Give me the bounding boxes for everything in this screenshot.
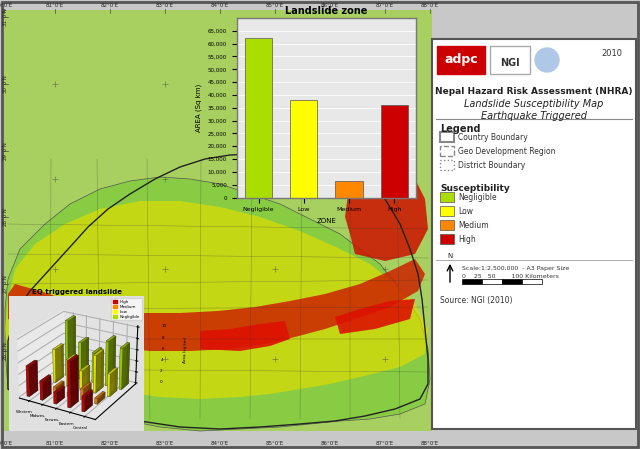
X-axis label: ZONE: ZONE <box>316 218 337 224</box>
Bar <box>381 105 408 198</box>
Polygon shape <box>335 299 415 334</box>
Title: EQ triggered landslide: EQ triggered landslide <box>32 289 122 295</box>
Text: 26°0'N: 26°0'N <box>3 342 8 361</box>
Polygon shape <box>5 201 428 399</box>
Text: 83°0'E: 83°0'E <box>156 441 174 446</box>
Text: 84°0'E: 84°0'E <box>211 441 229 446</box>
Text: N: N <box>447 253 452 259</box>
FancyBboxPatch shape <box>440 220 454 230</box>
Y-axis label: AREA (Sq km): AREA (Sq km) <box>196 84 202 132</box>
Text: 81°0'E: 81°0'E <box>46 441 64 446</box>
Circle shape <box>535 48 559 72</box>
Text: Medium: Medium <box>458 220 488 229</box>
Polygon shape <box>345 167 428 261</box>
FancyBboxPatch shape <box>502 279 522 284</box>
Text: Landslide Susceptibility Map: Landslide Susceptibility Map <box>464 99 604 109</box>
Legend: High, Medium, Low, Negligible: High, Medium, Low, Negligible <box>111 299 142 320</box>
Polygon shape <box>200 321 290 351</box>
Polygon shape <box>15 317 100 344</box>
FancyBboxPatch shape <box>482 279 502 284</box>
Text: District Boundary: District Boundary <box>458 160 525 170</box>
Text: 29°0'N: 29°0'N <box>3 141 8 160</box>
Text: Low: Low <box>458 207 473 216</box>
Text: 84°0'E: 84°0'E <box>211 3 229 8</box>
FancyBboxPatch shape <box>440 132 454 142</box>
Text: 31°0'N: 31°0'N <box>3 8 8 26</box>
Text: Nepal Hazard Risk Assessment (NHRA): Nepal Hazard Risk Assessment (NHRA) <box>435 87 633 96</box>
Text: NGI: NGI <box>500 58 520 68</box>
Text: 0    25   50        100 Kilometers: 0 25 50 100 Kilometers <box>462 274 559 279</box>
Text: 28°0'N: 28°0'N <box>3 207 8 226</box>
Text: Scale:1:2,500,000  - A3 Paper Size: Scale:1:2,500,000 - A3 Paper Size <box>462 266 569 271</box>
Text: 82°0'E: 82°0'E <box>101 3 119 8</box>
Text: 86°0'E: 86°0'E <box>321 441 339 446</box>
Text: 2010: 2010 <box>601 49 622 58</box>
Text: adpc: adpc <box>444 53 478 66</box>
Text: Susceptibility: Susceptibility <box>440 184 509 193</box>
Text: Negligible: Negligible <box>458 193 497 202</box>
Text: 80°0'E: 80°0'E <box>0 3 13 8</box>
Text: 86°0'E: 86°0'E <box>321 3 339 8</box>
FancyBboxPatch shape <box>522 279 542 284</box>
FancyBboxPatch shape <box>490 46 530 74</box>
Text: 87°0'E: 87°0'E <box>376 3 394 8</box>
FancyBboxPatch shape <box>440 146 454 156</box>
FancyBboxPatch shape <box>4 10 432 431</box>
Text: 87°0'E: 87°0'E <box>376 441 394 446</box>
Text: 81°0'E: 81°0'E <box>46 3 64 8</box>
Text: 85°0'E: 85°0'E <box>266 441 284 446</box>
FancyBboxPatch shape <box>432 39 636 429</box>
Text: 83°0'E: 83°0'E <box>156 3 174 8</box>
Text: Earthquake Triggered: Earthquake Triggered <box>481 111 587 121</box>
FancyBboxPatch shape <box>440 234 454 244</box>
Text: 88°0'E: 88°0'E <box>421 441 439 446</box>
Text: 27°0'N: 27°0'N <box>3 274 8 294</box>
FancyBboxPatch shape <box>462 279 482 284</box>
FancyBboxPatch shape <box>440 192 454 202</box>
Text: 85°0'E: 85°0'E <box>266 3 284 8</box>
Text: Geo Development Region: Geo Development Region <box>458 146 556 155</box>
FancyBboxPatch shape <box>437 46 485 74</box>
Text: High: High <box>458 234 476 243</box>
Text: 80°0'E: 80°0'E <box>0 441 13 446</box>
FancyBboxPatch shape <box>434 41 634 79</box>
Text: 30°0'N: 30°0'N <box>3 75 8 93</box>
Text: Source: NGI (2010): Source: NGI (2010) <box>440 296 513 305</box>
Polygon shape <box>5 177 430 431</box>
Bar <box>245 39 272 198</box>
Text: 88°0'E: 88°0'E <box>421 3 439 8</box>
Text: Country Boundary: Country Boundary <box>458 132 528 141</box>
FancyBboxPatch shape <box>440 160 454 170</box>
Title: Landslide zone: Landslide zone <box>285 6 367 16</box>
Text: Legend: Legend <box>440 124 481 134</box>
FancyBboxPatch shape <box>440 206 454 216</box>
Bar <box>335 181 363 198</box>
Text: 82°0'E: 82°0'E <box>101 441 119 446</box>
Polygon shape <box>8 259 425 351</box>
Bar <box>290 100 317 198</box>
